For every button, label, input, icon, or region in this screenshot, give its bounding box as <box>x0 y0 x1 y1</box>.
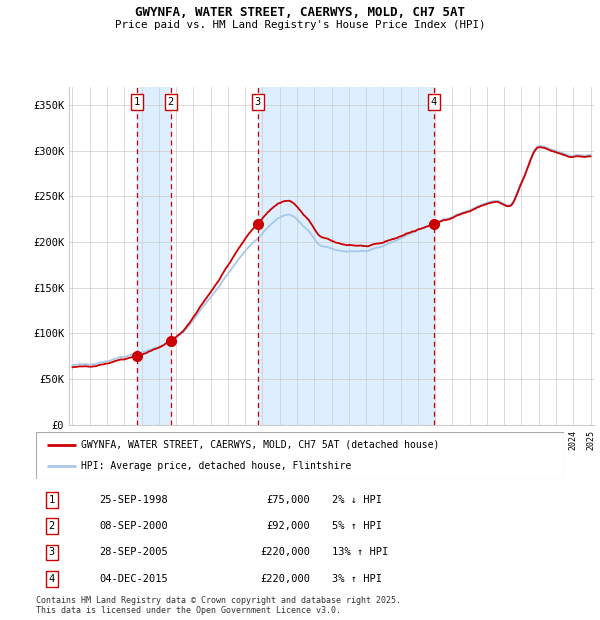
Text: 3: 3 <box>49 547 55 557</box>
Text: GWYNFA, WATER STREET, CAERWYS, MOLD, CH7 5AT: GWYNFA, WATER STREET, CAERWYS, MOLD, CH7… <box>135 6 465 19</box>
Text: £92,000: £92,000 <box>267 521 311 531</box>
Text: HPI: Average price, detached house, Flintshire: HPI: Average price, detached house, Flin… <box>81 461 351 471</box>
Text: 25-SEP-1998: 25-SEP-1998 <box>100 495 168 505</box>
Text: GWYNFA, WATER STREET, CAERWYS, MOLD, CH7 5AT (detached house): GWYNFA, WATER STREET, CAERWYS, MOLD, CH7… <box>81 440 439 450</box>
Text: £220,000: £220,000 <box>260 574 311 584</box>
Text: 2: 2 <box>167 97 173 107</box>
Text: 13% ↑ HPI: 13% ↑ HPI <box>332 547 388 557</box>
Text: Contains HM Land Registry data © Crown copyright and database right 2025.
This d: Contains HM Land Registry data © Crown c… <box>36 596 401 615</box>
Text: 1: 1 <box>134 97 140 107</box>
Text: 4: 4 <box>49 574 55 584</box>
Text: 3: 3 <box>254 97 261 107</box>
Text: 28-SEP-2005: 28-SEP-2005 <box>100 547 168 557</box>
Text: 08-SEP-2000: 08-SEP-2000 <box>100 521 168 531</box>
Text: Price paid vs. HM Land Registry's House Price Index (HPI): Price paid vs. HM Land Registry's House … <box>115 20 485 30</box>
Text: £220,000: £220,000 <box>260 547 311 557</box>
Text: 2% ↓ HPI: 2% ↓ HPI <box>332 495 382 505</box>
Bar <box>137 87 170 425</box>
Text: 2: 2 <box>49 521 55 531</box>
Text: 4: 4 <box>431 97 437 107</box>
Text: 04-DEC-2015: 04-DEC-2015 <box>100 574 168 584</box>
Text: 3% ↑ HPI: 3% ↑ HPI <box>332 574 382 584</box>
Bar <box>258 87 434 425</box>
Text: 5% ↑ HPI: 5% ↑ HPI <box>332 521 382 531</box>
Text: £75,000: £75,000 <box>267 495 311 505</box>
Text: 1: 1 <box>49 495 55 505</box>
